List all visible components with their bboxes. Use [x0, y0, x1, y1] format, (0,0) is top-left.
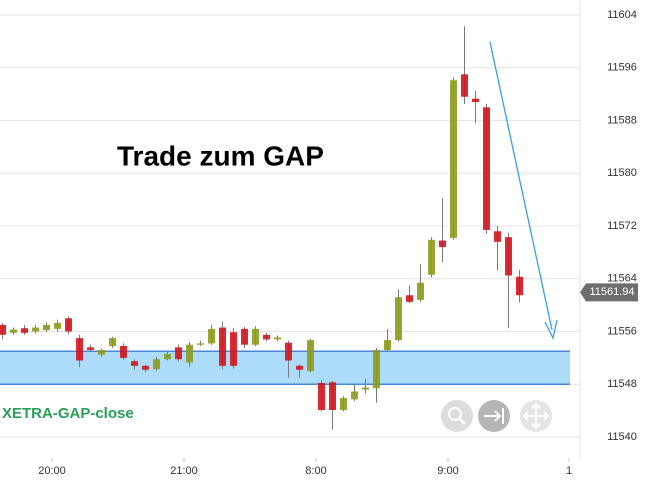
candle-body: [285, 342, 293, 361]
trend-arrow: [489, 41, 553, 331]
last-price-label: 11561.94: [589, 286, 634, 298]
candle-body: [241, 328, 249, 345]
candle-body: [131, 361, 139, 366]
candle-body: [296, 365, 304, 370]
candle-body: [263, 334, 271, 340]
y-tick-label: 11564: [607, 273, 637, 285]
candle-body: [219, 327, 227, 366]
y-tick-label: 11548: [607, 378, 637, 390]
x-tick-label: 1: [566, 465, 572, 477]
candle-body: [461, 74, 469, 97]
candle-body: [516, 276, 524, 296]
candle-body: [120, 346, 128, 358]
trend-arrow-head: [544, 319, 558, 340]
candle-body: [384, 340, 392, 350]
candle-body: [406, 295, 414, 302]
candle-body: [274, 337, 282, 340]
candle-body: [87, 347, 95, 350]
scroll-end-icon: [484, 408, 504, 424]
x-tick-label: 8:00: [305, 465, 326, 477]
candle-body: [10, 329, 18, 333]
candle-body: [32, 327, 40, 332]
candle-body: [450, 80, 458, 238]
annotation: Trade zum GAP: [117, 140, 324, 171]
candle-body: [428, 239, 436, 275]
candle-body: [417, 282, 425, 300]
candle-body: [439, 240, 447, 248]
candle-body: [362, 387, 370, 390]
candle-body: [142, 365, 150, 370]
candle-body: [186, 344, 194, 363]
gap-zone: [0, 351, 570, 385]
candle-body: [76, 338, 84, 361]
candle-body: [329, 382, 337, 410]
last-price-box: [580, 283, 638, 302]
candle-body: [21, 328, 29, 333]
y-tick-label: 11604: [607, 9, 637, 21]
candle-body: [164, 353, 172, 360]
candle-body: [351, 391, 359, 400]
x-tick-label: 9:00: [437, 465, 458, 477]
pan-icon: [522, 402, 550, 430]
y-tick-label: 11588: [607, 114, 637, 126]
candle-body: [54, 322, 62, 329]
candle-body: [494, 231, 502, 242]
zoom-icon: [458, 417, 466, 425]
candle-body: [43, 324, 51, 331]
y-tick-label: 11572: [607, 220, 637, 232]
candle-body: [340, 398, 348, 410]
candle-body: [252, 328, 260, 345]
candle-body: [472, 98, 480, 103]
zoom-button[interactable]: [441, 400, 473, 432]
candle-body: [98, 349, 106, 355]
candle-body: [307, 340, 315, 372]
y-tick-label: 11540: [607, 431, 637, 443]
candle-body: [395, 297, 403, 341]
candle-body: [175, 347, 183, 360]
candle-body: [373, 349, 381, 389]
candle-body: [505, 237, 513, 276]
candle-body: [318, 382, 326, 410]
candle-body: [153, 359, 161, 370]
x-tick-label: 21:00: [170, 465, 198, 477]
candle-body: [208, 328, 216, 344]
candle-body: [109, 338, 117, 347]
candle-body: [0, 324, 7, 335]
gap-zone-label: XETRA-GAP-close: [2, 405, 134, 422]
y-tick-label: 11556: [607, 325, 637, 337]
candle-body: [197, 343, 205, 345]
x-tick-label: 20:00: [38, 465, 66, 477]
zoom-icon: [448, 407, 462, 421]
candle-body: [230, 332, 238, 366]
candle-body: [65, 318, 73, 332]
y-tick-label: 11580: [607, 167, 637, 179]
y-tick-label: 11596: [607, 62, 637, 74]
candle-body: [483, 107, 491, 230]
